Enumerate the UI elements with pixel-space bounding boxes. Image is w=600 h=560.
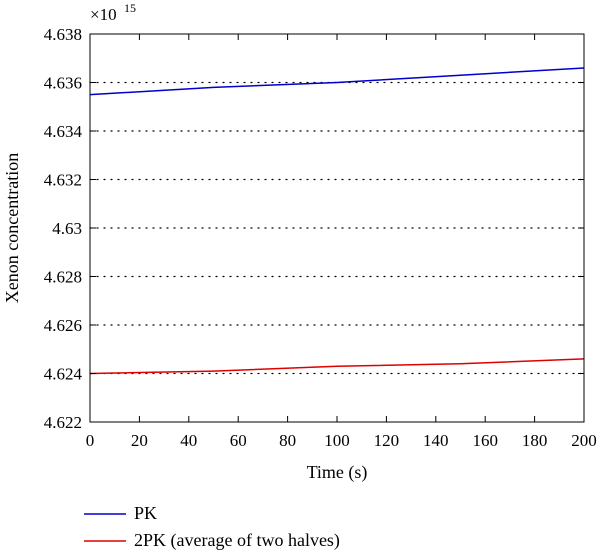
legend: PK 2PK (average of two halves)	[84, 503, 340, 551]
y-axis-label: Xenon concentration	[2, 153, 22, 303]
legend-label-2pk: 2PK (average of two halves)	[134, 530, 340, 551]
y-tick-label-4: 4.63	[52, 219, 82, 238]
series-lines	[89, 67, 585, 375]
y-tick-label-7: 4.636	[44, 74, 82, 93]
grid-lines	[89, 81, 585, 375]
y-axis-multiplier: ×10	[90, 5, 117, 24]
y-tick-label-5: 4.632	[44, 171, 82, 190]
x-tick-label-6: 120	[374, 431, 400, 450]
x-tick-label-0: 0	[86, 431, 95, 450]
axis-ticks	[89, 33, 585, 423]
y-axis-multiplier-exponent: 15	[124, 1, 136, 15]
y-tick-label-6: 4.634	[44, 122, 83, 141]
x-tick-label-3: 60	[230, 431, 247, 450]
x-tick-label-9: 180	[522, 431, 548, 450]
x-tick-label-2: 40	[180, 431, 197, 450]
series-line-0	[89, 67, 585, 96]
legend-label-pk: PK	[134, 503, 157, 523]
x-axis-label: Time (s)	[307, 462, 368, 483]
y-tick-label-1: 4.624	[44, 365, 83, 384]
x-tick-label-7: 140	[423, 431, 449, 450]
y-tick-label-0: 4.622	[44, 413, 82, 432]
x-tick-label-1: 20	[131, 431, 148, 450]
series-line-1	[89, 358, 585, 375]
x-tick-label-5: 100	[324, 431, 350, 450]
y-tick-label-8: 4.638	[44, 25, 82, 44]
tick-labels: 4.622 4.624 4.626 4.628 4.63 4.632 4.634 4.636 4…	[44, 25, 597, 450]
x-tick-label-4: 80	[279, 431, 296, 450]
y-tick-label-3: 4.628	[44, 268, 82, 287]
x-tick-label-10: 200	[571, 431, 597, 450]
y-tick-label-2: 4.626	[44, 316, 82, 335]
x-tick-label-8: 160	[472, 431, 498, 450]
